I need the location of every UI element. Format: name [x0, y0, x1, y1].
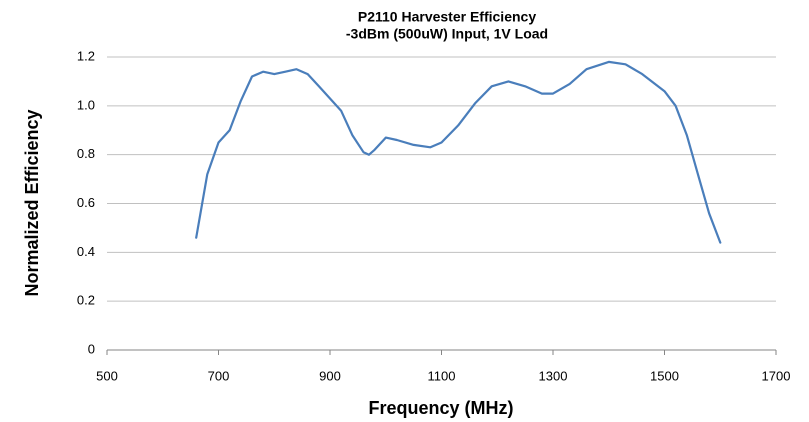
x-tick-label: 1700 — [762, 368, 791, 383]
y-tick-label: 0 — [88, 341, 95, 356]
x-tick-label: 1300 — [539, 368, 568, 383]
x-tick-label: 1500 — [650, 368, 679, 383]
x-tick-label: 900 — [319, 368, 341, 383]
chart-subtitle: -3dBm (500uW) Input, 1V Load — [346, 26, 548, 42]
x-tick-label: 500 — [96, 368, 118, 383]
line-series — [195, 60, 722, 244]
y-tick-label: 0.4 — [77, 244, 95, 259]
x-axis-label: Frequency (MHz) — [368, 398, 513, 418]
y-tick-label: 0.2 — [77, 293, 95, 308]
y-axis-label: Normalized Efficiency — [22, 109, 42, 296]
y-tick-label: 0.6 — [77, 195, 95, 210]
chart-title: P2110 Harvester Efficiency — [358, 9, 536, 25]
y-tick-label: 0.8 — [77, 146, 95, 161]
y-tick-label: 1.2 — [77, 48, 95, 63]
y-tick-label: 1.0 — [77, 97, 95, 112]
x-tick-label: 700 — [208, 368, 230, 383]
x-tick-label: 1100 — [428, 368, 456, 383]
